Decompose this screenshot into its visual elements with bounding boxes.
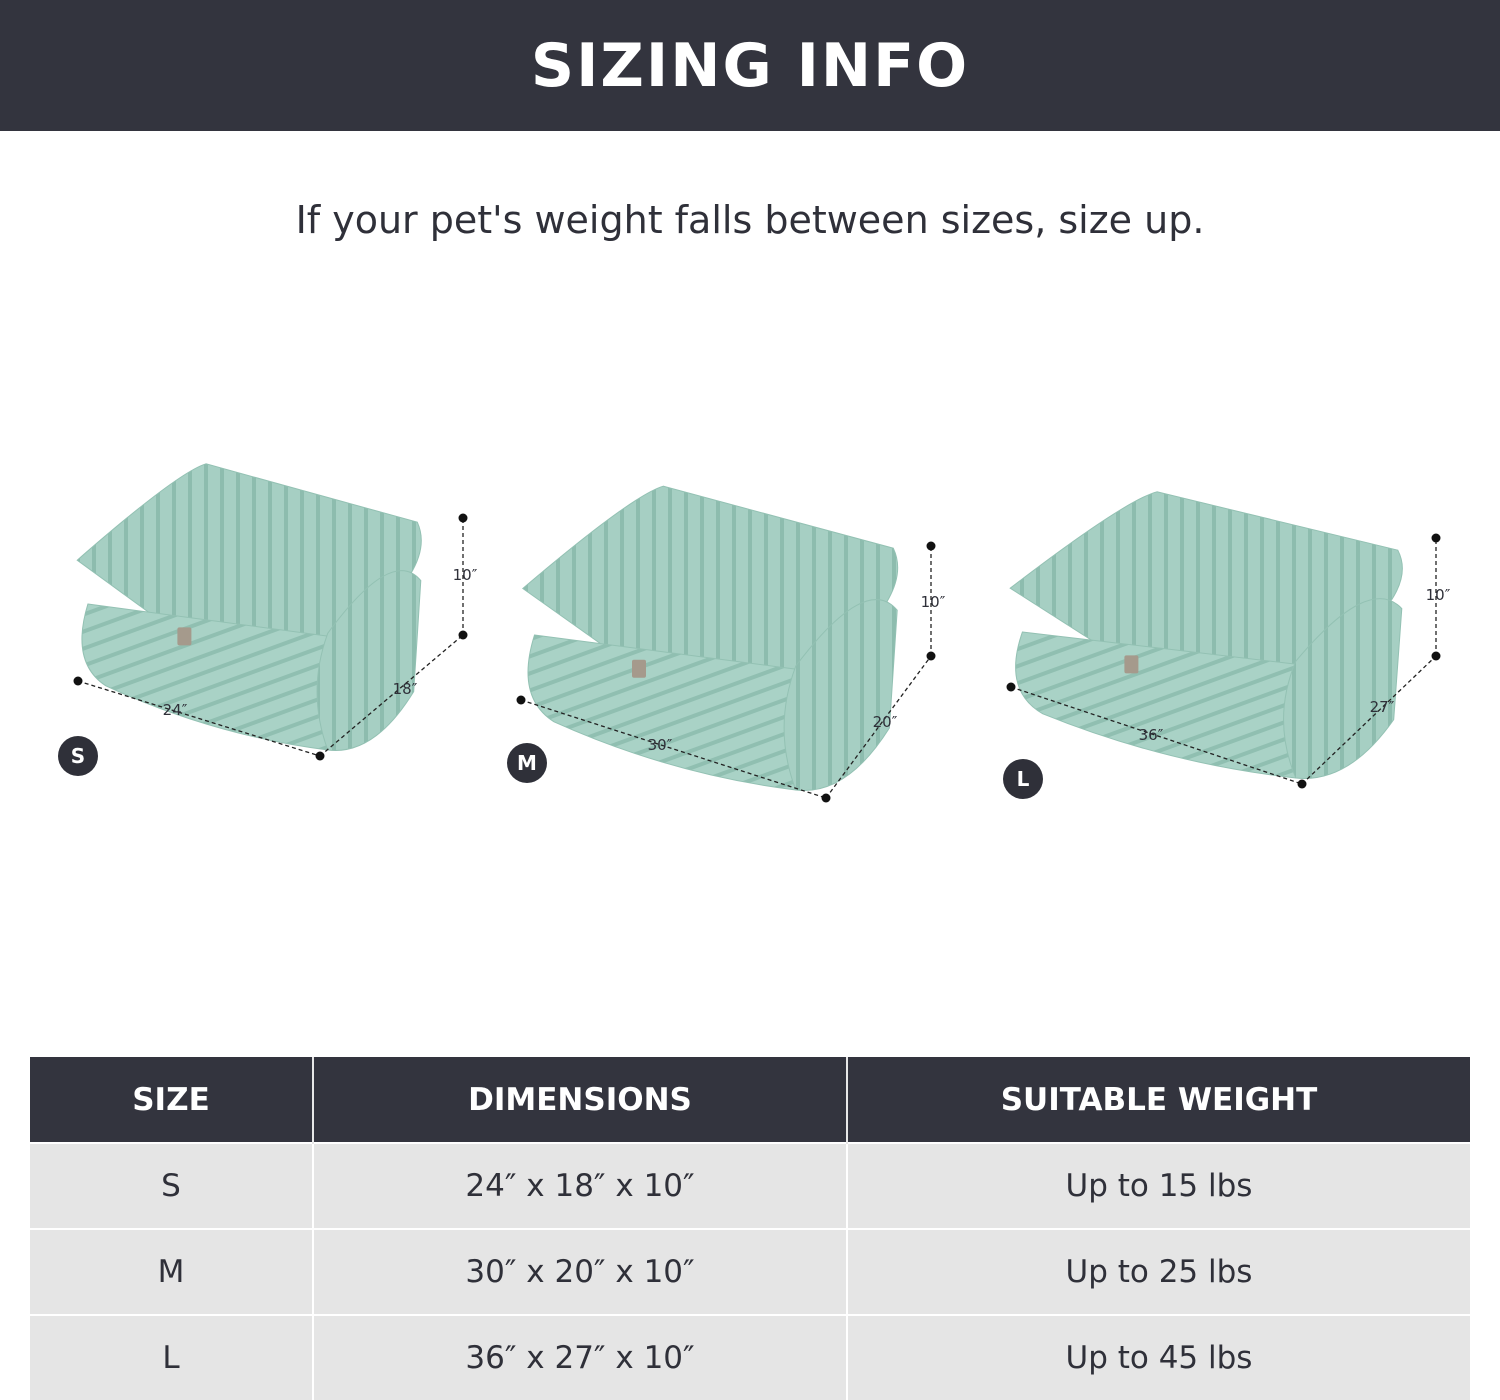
dimension-endpoint [73,676,83,686]
bed-backrest [1009,491,1403,691]
cell-size: L [30,1314,313,1400]
bed-backrest [521,485,899,698]
bed-illustrations: 24″ 18″ 10″ S 30″ 20″ 10″ M 36″ 27″ 10″ L [58,463,1451,803]
width-dimension-line [1010,686,1303,785]
cell-dimensions: 30″ x 20″ x 10″ [312,1228,847,1315]
bed-cushion [527,634,820,791]
dimension-endpoint [926,541,936,551]
cell-dimensions: 24″ x 18″ x 10″ [312,1142,847,1229]
bed-armrest [1283,598,1403,779]
dimension-endpoint [821,793,831,803]
cell-size: M [30,1228,313,1315]
size-badge-label: S [71,744,85,768]
height-label: 10″ [921,593,946,611]
depth-label: 27″ [1370,698,1395,716]
cell-size: S [30,1142,313,1229]
height-label: 10″ [1426,586,1451,604]
bed-armrest [316,570,422,751]
table-row: L 36″ x 27″ x 10″ Up to 45 lbs [30,1314,1470,1400]
width-label: 36″ [1139,726,1164,744]
dimension-endpoint [1431,533,1441,543]
sizing-tip: If your pet's weight falls between sizes… [295,198,1205,242]
dimension-endpoint [458,630,468,640]
cell-weight: Up to 15 lbs [846,1142,1470,1229]
table-header-row: SIZE DIMENSIONS SUITABLE WEIGHT [30,1057,1470,1143]
dimension-endpoint [926,651,936,661]
column-header-dimensions: DIMENSIONS [312,1057,847,1143]
sizing-table: SIZE DIMENSIONS SUITABLE WEIGHT S 24″ x … [30,1057,1470,1400]
dimension-endpoint [1006,682,1016,692]
height-label: 10″ [453,566,478,584]
size-badge-label: L [1017,767,1030,791]
size-badge-label: M [517,751,537,775]
depth-label: 20″ [873,713,898,731]
bed-armrest [783,599,898,792]
width-label: 24″ [163,701,188,719]
cell-dimensions: 36″ x 27″ x 10″ [312,1314,847,1400]
depth-dimension-line [319,634,464,757]
page-title: SIZING INFO [530,30,970,101]
dimension-endpoint [1431,651,1441,661]
size-badge [1003,759,1043,799]
title-banner: SIZING INFO [0,0,1500,131]
depth-label: 18″ [393,680,418,698]
dimension-endpoint [1297,779,1307,789]
width-dimension-line [520,699,827,799]
column-header-weight: SUITABLE WEIGHT [846,1057,1470,1143]
cell-weight: Up to 25 lbs [846,1228,1470,1315]
depth-dimension-line [1301,655,1437,785]
column-header-size: SIZE [30,1057,313,1143]
depth-dimension-line [825,655,932,799]
dimension-endpoint [315,751,325,761]
table-row: S 24″ x 18″ x 10″ Up to 15 lbs [30,1142,1470,1229]
brand-tag [632,659,646,678]
size-badge [58,736,98,776]
brand-tag [177,627,192,646]
table-row: M 30″ x 20″ x 10″ Up to 25 lbs [30,1228,1470,1315]
bed-backrest [76,463,422,663]
brand-tag [1124,655,1139,674]
bed-cushion [1015,631,1321,779]
dimension-endpoint [516,695,526,705]
bed-cushion [81,603,350,751]
size-badge [507,743,547,783]
width-label: 30″ [648,736,673,754]
dimension-endpoint [458,513,468,523]
cell-weight: Up to 45 lbs [846,1314,1470,1400]
width-dimension-line [77,680,321,757]
